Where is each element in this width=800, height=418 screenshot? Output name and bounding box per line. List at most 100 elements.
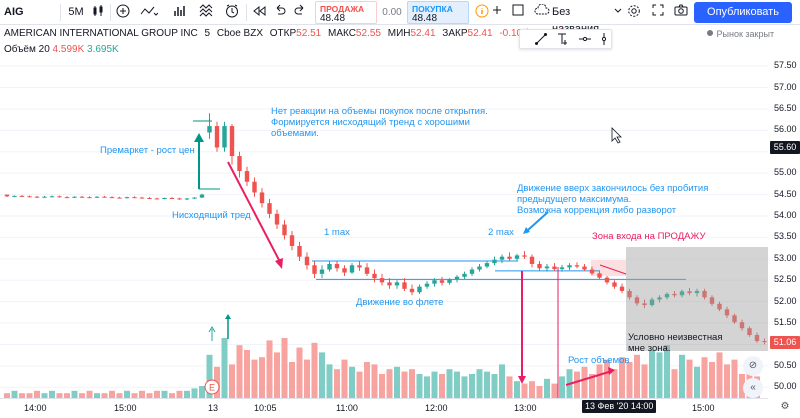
volume-bar	[484, 371, 490, 398]
volume-bar	[109, 390, 115, 398]
volume-bar	[281, 338, 288, 398]
candle-body	[732, 315, 737, 323]
candle-body	[432, 280, 437, 284]
layout-name[interactable]: Без названия	[552, 6, 599, 35]
candle-body	[424, 283, 430, 287]
volume-bar	[116, 393, 123, 398]
candle-body	[702, 290, 707, 298]
top-toolbar: AIG 5M ПРОДАЖА 48.48 0.00 ПОКУПКА 48.48	[0, 0, 800, 35]
fullscreen-icon[interactable]	[650, 4, 666, 21]
candle-body	[222, 126, 227, 148]
market-closed-icon	[707, 30, 713, 36]
volume-bar	[289, 362, 295, 398]
candle-body	[327, 263, 332, 270]
volume-bar	[394, 366, 400, 398]
candle-style-icon[interactable]	[88, 4, 108, 21]
indicators-icon[interactable]	[138, 4, 160, 21]
trend-line-icon[interactable]	[534, 32, 548, 49]
templates-icon[interactable]	[196, 4, 216, 21]
volume-bar	[296, 347, 303, 398]
volume-bar	[596, 364, 603, 398]
financials-icon[interactable]	[170, 4, 190, 21]
redo-icon[interactable]	[292, 4, 308, 21]
fullscreen-square-icon[interactable]	[510, 4, 526, 21]
note-downtrend: Нисходящий тред	[172, 210, 251, 221]
volume-bar	[259, 357, 265, 398]
time-tick: 12:00	[425, 403, 448, 413]
volume-bar	[701, 357, 708, 398]
volume-bar	[679, 354, 685, 398]
undo-icon[interactable]	[272, 4, 288, 21]
alert-clock-icon[interactable]	[222, 4, 242, 21]
candle-body	[612, 282, 617, 287]
note-line: Движение вверх закончилось без пробития	[517, 183, 709, 194]
volume-bar	[139, 390, 145, 398]
buy-label: ПОКУПКА	[412, 4, 453, 14]
candle-body	[342, 268, 347, 273]
candle-body	[657, 297, 662, 300]
volume-bar	[671, 369, 678, 398]
replay-scroll-icon[interactable]: «	[743, 378, 763, 398]
volume-bar	[379, 374, 385, 398]
symbol-name[interactable]: AMERICAN INTERNATIONAL GROUP INC	[4, 28, 198, 39]
candle-body	[559, 267, 565, 270]
candle-body	[139, 197, 145, 199]
candle-body	[537, 263, 542, 269]
compare-plus-icon[interactable]	[114, 4, 132, 21]
candle-body	[492, 259, 497, 264]
candle-body	[57, 196, 62, 198]
buy-volume-arrowhead-2	[225, 314, 231, 319]
candle-body	[304, 256, 310, 266]
volume-bar	[86, 390, 93, 398]
axis-settings-icon[interactable]: ⚙	[776, 398, 794, 416]
volume-name[interactable]: Объём 20	[4, 44, 50, 55]
close-value: 52.41	[467, 28, 493, 39]
volume-bar	[319, 352, 325, 398]
horizontal-line-icon[interactable]	[578, 32, 592, 49]
volume-bar	[349, 366, 355, 398]
toolbar-divider	[246, 4, 247, 21]
high-value: 52.55	[355, 28, 381, 39]
symbol-search[interactable]: AIG	[4, 6, 24, 18]
sell-button[interactable]: ПРОДАЖА 48.48	[315, 1, 377, 24]
chevron-down-icon[interactable]	[612, 4, 624, 21]
earnings-event-badge[interactable]	[204, 379, 220, 395]
price-axis[interactable]: 57.5057.0056.5056.0055.5055.0054.5054.00…	[768, 49, 800, 404]
camera-icon[interactable]	[672, 4, 690, 21]
volume-bar	[461, 376, 468, 398]
info-icon[interactable]	[474, 4, 490, 21]
publish-button[interactable]: Опубликовать	[694, 2, 792, 23]
crosshair-price-label: 55.60	[770, 141, 800, 155]
replay-icon[interactable]	[250, 4, 268, 21]
candle-body	[192, 197, 197, 199]
time-tick: 13:00	[514, 403, 537, 413]
reset-zoom-icon[interactable]: ⊘	[743, 356, 763, 376]
note-sell-zone: Зона входа на ПРОДАЖУ	[592, 231, 706, 242]
candle-body	[267, 203, 272, 214]
volume-bar	[161, 390, 168, 398]
price-tick: 54.00	[774, 210, 797, 220]
interval-button[interactable]: 5M	[68, 6, 84, 18]
buy-button[interactable]: ПОКУПКА 48.48	[407, 1, 469, 24]
text-tool-icon[interactable]	[556, 32, 570, 49]
cloud-icon[interactable]	[534, 3, 550, 21]
vertical-line-icon[interactable]	[600, 32, 608, 49]
volume-bar	[11, 390, 18, 398]
volume-bar	[386, 369, 393, 398]
settings-gear-icon[interactable]	[626, 4, 642, 21]
volume-bar	[401, 371, 408, 398]
candle-body	[372, 273, 377, 279]
note-volume-rise: Рост объемов	[568, 355, 630, 366]
toolbar-divider	[110, 4, 111, 21]
candle-body	[357, 265, 362, 268]
add-plus-icon[interactable]	[490, 4, 504, 21]
candle-body	[184, 198, 190, 200]
candle-body	[87, 197, 92, 199]
volume-rise-arrow	[565, 370, 613, 386]
price-chart-canvas[interactable]: E	[0, 49, 768, 398]
volume-bar	[439, 374, 445, 398]
price-tick: 55.00	[774, 167, 797, 178]
volume-bar	[334, 369, 340, 398]
candle-body	[762, 341, 767, 343]
candle-body	[514, 255, 520, 259]
